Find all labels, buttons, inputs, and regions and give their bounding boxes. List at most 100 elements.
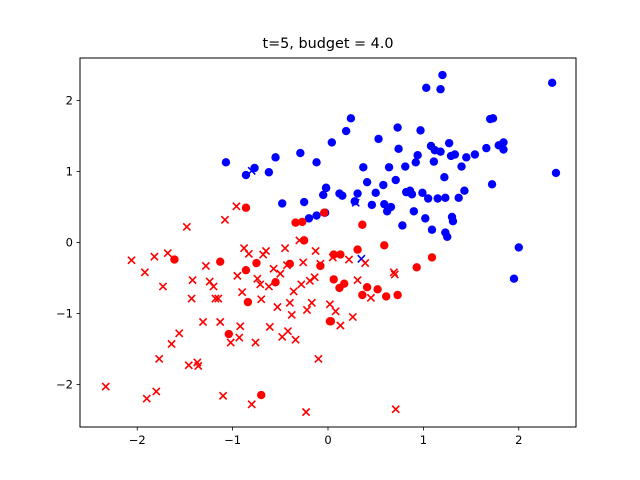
x-tick-label: −1: [224, 433, 241, 447]
blue-dot-point: [444, 138, 454, 148]
blue-dot-point: [448, 217, 458, 226]
x-tick-label: 0: [324, 433, 331, 447]
red-x-point: [163, 248, 172, 258]
red-x-point: [244, 249, 253, 259]
blue-dot-point: [401, 162, 410, 171]
blue-dot-point: [422, 83, 431, 93]
y-tick-label: −2: [56, 377, 73, 391]
red-x-point: [184, 361, 193, 370]
red-dot-point: [340, 279, 349, 288]
blue-dot-point: [551, 168, 561, 178]
red-x-point: [187, 294, 196, 303]
blue-dot-point: [429, 157, 439, 166]
blue-dot-point: [441, 193, 450, 202]
red-x-point: [348, 312, 357, 322]
blue-dot-point: [413, 151, 422, 160]
red-x-point: [283, 327, 293, 336]
red-dot-point: [412, 263, 421, 272]
red-x-point: [167, 339, 176, 349]
red-dot-point: [393, 290, 402, 300]
red-dot-point: [329, 275, 338, 284]
red-dot-point: [358, 290, 367, 300]
red-x-point: [264, 282, 274, 291]
red-x-point: [311, 246, 320, 256]
blue-dot-point: [398, 221, 407, 230]
red-x-point: [214, 294, 223, 303]
red-x-point: [280, 244, 290, 253]
red-dot-point: [252, 258, 261, 268]
red-x-point: [256, 280, 265, 289]
red-x-point: [287, 310, 296, 320]
red-dot-point: [170, 255, 179, 264]
red-x-point: [391, 405, 400, 414]
red-dot-point: [224, 329, 233, 339]
red-dot-point: [427, 253, 437, 262]
y-tick-label: −1: [56, 306, 73, 320]
red-dot-point: [373, 285, 382, 294]
blue-dot-point: [409, 207, 419, 216]
red-dot-point: [257, 390, 266, 400]
red-dot-point: [285, 259, 295, 268]
blue-x-point: [247, 166, 256, 175]
blue-dot-point: [338, 191, 347, 200]
blue-dot-point: [359, 163, 368, 172]
red-x-point: [366, 293, 376, 303]
red-x-point: [269, 264, 278, 273]
chart-title: t=5, budget = 4.0: [262, 36, 393, 52]
red-x-point: [216, 317, 225, 327]
red-x-point: [285, 298, 295, 307]
blue-dot-point: [482, 143, 491, 153]
blue-dot-point: [296, 148, 305, 158]
red-x-point: [310, 273, 319, 282]
blue-dot-point: [433, 194, 442, 203]
red-x-point: [142, 394, 151, 403]
blue-dot-point: [379, 180, 388, 190]
red-dot-point: [291, 218, 300, 227]
red-x-point: [218, 391, 228, 400]
data-points: [101, 70, 561, 417]
red-x-point: [150, 252, 159, 261]
blue-dot-point: [457, 162, 466, 171]
red-x-point: [140, 268, 150, 277]
y-tick-label: 0: [66, 236, 73, 250]
x-tick-label: 1: [420, 433, 427, 447]
red-x-point: [307, 298, 316, 307]
blue-dot-point: [421, 214, 430, 223]
blue-dot-point: [499, 145, 508, 154]
blue-dot-point: [353, 189, 362, 198]
red-x-point: [194, 361, 203, 371]
blue-dot-point: [321, 183, 331, 193]
red-x-point: [182, 222, 191, 232]
blue-dot-point: [460, 186, 469, 195]
blue-dot-point: [241, 170, 251, 180]
red-dot-point: [241, 203, 251, 212]
red-dot-point: [353, 245, 362, 254]
x-tick-label: −2: [129, 433, 146, 447]
red-x-point: [253, 274, 262, 283]
red-x-point: [205, 277, 214, 286]
red-x-point: [314, 354, 323, 364]
blue-dot-point: [450, 150, 460, 159]
red-dot-point: [358, 220, 367, 229]
red-x-point: [331, 307, 340, 316]
red-dot-point: [325, 317, 335, 326]
red-x-point: [247, 400, 256, 409]
blue-dot-point: [346, 114, 356, 123]
red-dot-point: [241, 265, 251, 275]
red-x-point: [237, 288, 247, 297]
blue-dot-point: [278, 199, 287, 208]
blue-dot-point: [371, 188, 380, 198]
red-x-point: [251, 338, 260, 347]
blue-dot-point: [411, 158, 420, 167]
red-x-point: [232, 202, 241, 211]
red-x-point: [325, 300, 335, 309]
red-x-point: [236, 322, 245, 331]
red-x-point: [297, 280, 306, 289]
red-x-point: [211, 294, 220, 303]
x-tick-label: 2: [515, 433, 522, 447]
red-x-point: [257, 295, 266, 304]
blue-dot-point: [312, 211, 321, 220]
blue-dot-point: [312, 158, 321, 167]
blue-dot-point: [514, 243, 523, 252]
blue-dot-point: [547, 78, 557, 88]
